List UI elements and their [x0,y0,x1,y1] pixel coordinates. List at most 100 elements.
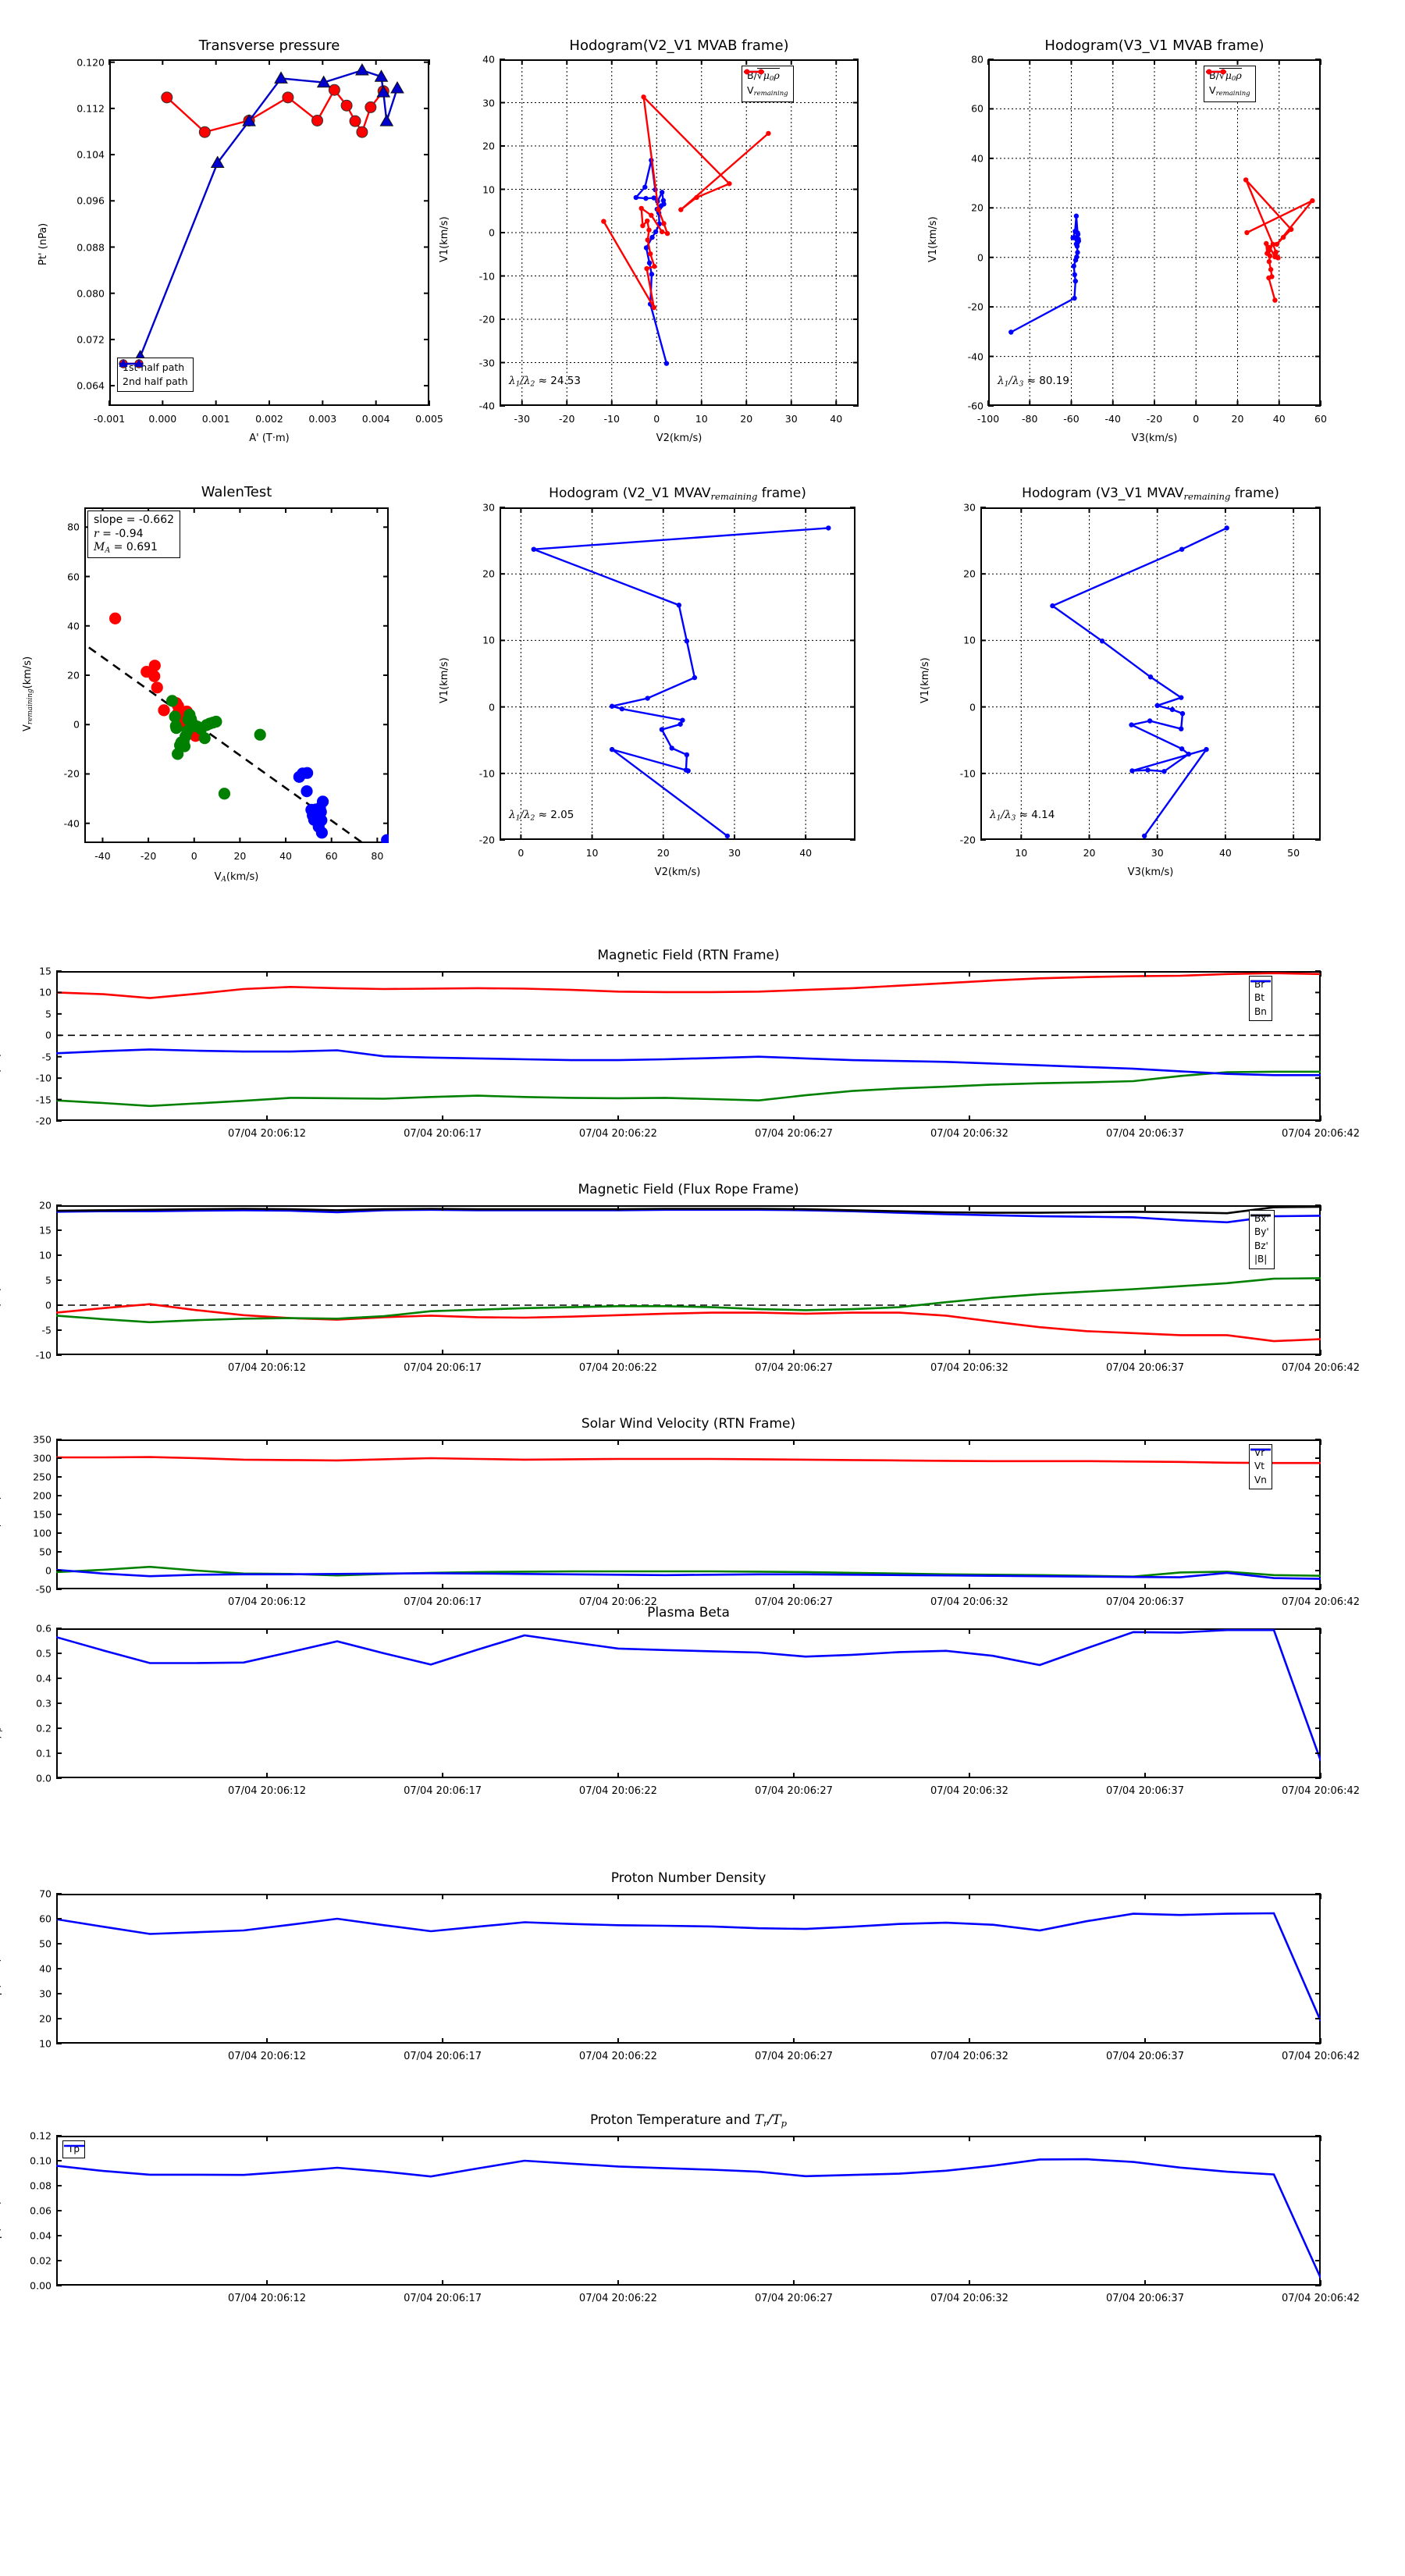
legend-label-bt: Bt [1254,992,1264,1004]
transverse-pressure-xtick: 0.003 [308,413,337,425]
walen-stat-slope: slope = -0.662 [94,514,175,526]
hodogram-v3v1-mvab-ytick: 60 [971,102,984,115]
plasma-beta-xtick: 07/04 20:06:17 [404,1785,482,1797]
proton-temperature-legend[interactable]: Tp [62,2140,85,2159]
proton-number-density-xtick: 07/04 20:06:32 [930,2051,1008,2062]
hodogram-v2v1-mvavremaining-title: Hodogram (V2_V1 MVAVremaining frame) [549,486,806,502]
proton-temperature-plot-area [56,2136,1321,2286]
hodogram-v3v1-mvab-xtick: 20 [1231,413,1244,425]
magnetic-field-flux-rope-ytick: 15 [39,1224,52,1236]
hodogram-v3v1-mvavr-xtick: 40 [1218,847,1232,859]
hodogram-v3v1-mvavr-ytick: 0 [969,701,976,713]
solar-wind-velocity-legend[interactable]: Vr Vt Vn [1249,1444,1272,1490]
legend-item-bz-prime: Bz' [1250,1214,1271,1253]
transverse-pressure-legend[interactable]: 1st half path 2nd half path [117,358,194,393]
hodogram-v3v1-mvab-eigenvalue-ratio: λ1/λ3 ≈ 80.19 [998,375,1069,389]
plasma-beta-ytick: 0.1 [36,1747,52,1759]
legend-item-vn: Vn [1250,1448,1271,1487]
magnetic-field-flux-rope-ytick: 20 [39,1199,52,1212]
proton-number-density-xtick: 07/04 20:06:27 [754,2051,833,2062]
solar-wind-velocity-rtn-ytick: 300 [33,1452,52,1464]
walen-test-ytick: -20 [63,767,80,780]
proton-number-density-ytick: 60 [39,1912,52,1925]
hodogram-v2v1-mvab-xtick: 10 [695,413,708,425]
walen-test-stats-box: slope = -0.662 r = -0.94 MA = 0.691 [87,511,181,559]
magnetic-field-rtn-ytick: 15 [39,965,52,977]
proton-temperature-xtick: 07/04 20:06:12 [228,2293,307,2304]
magnetic-field-rtn-xtick: 07/04 20:06:37 [1105,1128,1184,1140]
proton-temperature-title: Proton Temperature and Tr/Tp [589,2112,788,2129]
proton-number-density-ytick: 50 [39,1937,52,1950]
hodogram-v3v1-mvab-xtick: -60 [1063,413,1080,425]
hodogram-v2v1-mvab-xlabel: V2(km/s) [656,432,702,444]
hodogram-v2v1-mvavr-xtick: 0 [518,847,525,859]
hodogram-v2v1-mvab-ytick: 0 [489,226,495,239]
plasma-beta-title: Plasma Beta [647,1605,730,1621]
hodogram-v2v1-mvab-xtick: -20 [559,413,575,425]
solar-wind-velocity-rtn-ytick: 200 [33,1489,52,1502]
walen-test-ytick: -40 [63,817,80,830]
transverse-pressure-xtick: 0.001 [201,413,230,425]
walen-test-xtick: 60 [325,850,338,862]
transverse-pressure-xtick: 0.005 [415,413,443,425]
legend-item-bn: Bn [1250,980,1271,1019]
magnetic-field-rtn-ytick: -10 [35,1072,52,1084]
walen-test-xlabel: VA(km/s) [214,871,259,884]
hodogram-v2v1-mvavr-xtick: 20 [656,847,670,859]
hodogram-v3v1-mvavr-xtick: 10 [1015,847,1028,859]
legend-item-second-half: 2nd half path [119,359,188,389]
magnetic-field-flux-rope-ytick: 5 [45,1274,52,1286]
magnetic-field-flux-rope-xtick: 07/04 20:06:37 [1105,1362,1184,1374]
solar-wind-velocity-rtn-plot-area [56,1439,1321,1589]
walen-stat-r: r = -0.94 [94,527,144,540]
magnetic-field-rtn-ytick: -5 [41,1051,52,1063]
plasma-beta-xtick: 07/04 20:06:32 [930,1785,1008,1797]
hodogram-v3v1-mvab-ytick: 20 [971,201,984,214]
legend-item-bt: Bt [1250,980,1271,1005]
walen-test-title: WalenTest [201,484,272,500]
hodogram-v3v1-mvab-legend[interactable]: B/√μ0ρ Vremaining [1204,66,1256,102]
hodogram-v3v1-mvavr-ytick: -10 [959,767,976,780]
proton-temperature-ytick: 0.08 [30,2179,52,2192]
transverse-pressure-xlabel: A' (T·m) [249,432,290,444]
transverse-pressure-ytick: 0.112 [76,102,105,115]
magnetic-field-rtn-xtick: 07/04 20:06:12 [228,1128,307,1140]
proton-temperature-ytick: 0.00 [30,2279,52,2292]
solar-wind-velocity-rtn-xtick: 07/04 20:06:42 [1282,1596,1360,1608]
hodogram-v2v1-mvab-ytick: -10 [478,270,495,282]
magnetic-field-rtn-xtick: 07/04 20:06:42 [1282,1128,1360,1140]
walen-test-ytick: 60 [67,571,80,583]
hodogram-v2v1-mvavr-ytick: -20 [478,834,495,846]
plasma-beta-xtick: 07/04 20:06:22 [578,1785,657,1797]
plasma-beta-ytick: 0.5 [36,1647,52,1660]
transverse-pressure-xtick: 0.004 [361,413,390,425]
magnetic-field-flux-rope-legend[interactable]: Bx' By' Bz' |B| [1249,1210,1275,1269]
transverse-pressure-ytick: 0.096 [76,194,105,207]
magnetic-field-flux-rope-ytick: -10 [35,1349,52,1361]
magnetic-field-rtn-legend[interactable]: Br Bt Bn [1249,976,1272,1022]
solar-wind-velocity-rtn-ytick: -50 [35,1583,52,1596]
hodogram-v3v1-mvavr-ytick: 10 [963,634,976,646]
proton-temperature-xtick: 07/04 20:06:32 [930,2293,1008,2304]
solar-wind-velocity-rtn-xtick: 07/04 20:06:37 [1105,1596,1184,1608]
hodogram-v2v1-mvab-legend[interactable]: B/√μ0ρ Vremaining [742,66,794,102]
solar-wind-velocity-rtn-ytick: 150 [33,1508,52,1521]
hodogram-v3v1-mvavremaining-eigenvalue-ratio: λ1/λ3 ≈ 4.14 [990,809,1055,823]
transverse-pressure-ytick: 0.104 [76,148,105,161]
hodogram-v3v1-mvavremaining-xlabel: V3(km/s) [1127,866,1174,878]
magnetic-field-rtn-ytick: 10 [39,986,52,998]
hodogram-v2v1-mvavr-ytick: -10 [478,767,495,780]
hodogram-v2v1-mvab-eigenvalue-ratio: λ1/λ2 ≈ 24.53 [509,375,581,389]
hodogram-v2v1-mvavr-ytick: 10 [482,634,495,646]
solar-wind-velocity-rtn-xtick: 07/04 20:06:12 [228,1596,307,1608]
legend-item-b-magnitude: |B| [1250,1214,1271,1266]
legend-label-by-prime: By' [1254,1226,1269,1238]
magnetic-field-rtn-xtick: 07/04 20:06:27 [754,1128,833,1140]
magnetic-field-flux-rope-ytick: 10 [39,1249,52,1261]
legend-label-v-remaining: Vremaining [747,84,788,98]
